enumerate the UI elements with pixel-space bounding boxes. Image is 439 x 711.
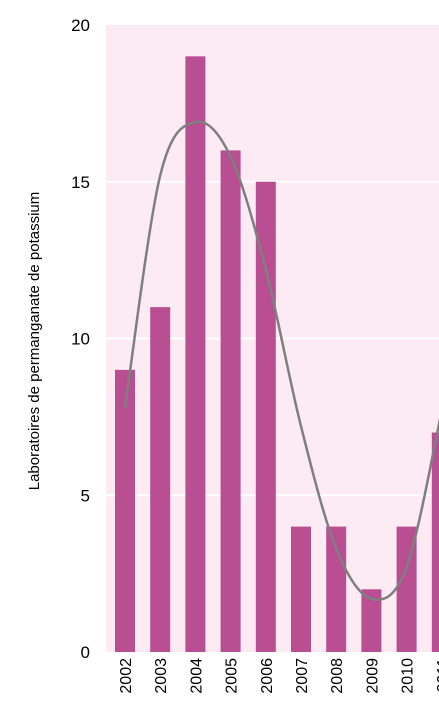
x-tick-label: 2005 [224,658,241,694]
x-tick-label: 2004 [188,658,205,694]
bar [150,307,171,652]
bar [396,526,417,652]
x-tick-label: 2003 [153,658,170,694]
x-tick-label: 2009 [364,658,381,694]
y-tick-label: 5 [81,486,90,505]
y-axis-label: Laboratoires de permanganate de potassiu… [26,192,43,491]
y-tick-label: 10 [71,330,90,349]
trend-line [123,120,439,601]
bars [115,56,439,653]
bar [291,526,311,652]
x-tick-label: 2008 [329,658,346,694]
y-tick-label: 20 [71,16,90,35]
y-tick-label: 0 [81,643,90,662]
y-tick-labels: 0 5 10 15 20 [71,16,90,662]
bar [431,432,439,652]
bar [361,589,382,652]
x-tick-label: 2007 [294,658,311,694]
bar [220,150,241,652]
bar [185,56,206,653]
x-tick-label: 2011 [435,658,439,693]
bar [255,181,276,652]
bar [115,369,135,652]
y-tick-label: 15 [71,173,90,192]
x-tick-label: 2010 [400,658,417,694]
x-tick-label: 2002 [118,658,135,694]
x-tick-labels: 2002 2003 2004 2005 2006 2007 2008 2009 2010 2011 [118,658,439,694]
x-tick-label: 2006 [259,658,276,694]
